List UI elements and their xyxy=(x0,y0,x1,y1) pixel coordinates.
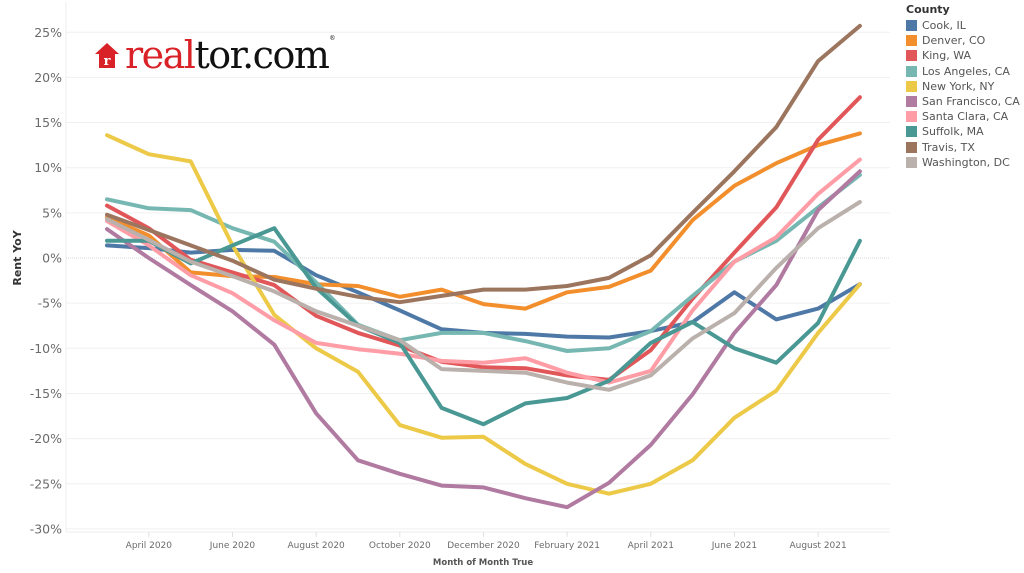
legend-label: New York, NY xyxy=(922,79,995,93)
legend-title: County xyxy=(906,3,950,16)
legend-label: Santa Clara, CA xyxy=(922,110,1009,124)
y-axis-ticks: 25% 20% 15% 10% 5% 0% -5% -10% -15% -20% -25% -30% xyxy=(30,25,62,537)
y-tick-label: 10% xyxy=(34,160,62,175)
logo-registered-mark: ® xyxy=(329,35,335,42)
series-line-los-angeles-ca[interactable] xyxy=(105,172,862,353)
y-tick-label: -25% xyxy=(30,476,62,491)
gridlines xyxy=(65,2,890,533)
y-tick-label: -5% xyxy=(38,296,62,311)
x-tick-label: June 2020 xyxy=(209,541,256,551)
x-tick-label: February 2021 xyxy=(534,541,600,551)
legend-label: Suffolk, MA xyxy=(922,125,984,139)
legend-item[interactable]: King, WA xyxy=(906,48,1020,63)
x-axis-title: Month of Month True xyxy=(433,558,533,568)
legend-swatch-icon xyxy=(906,65,917,77)
series-line-suffolk-ma[interactable] xyxy=(105,226,862,427)
y-tick-label: 15% xyxy=(34,115,62,130)
series-line-san-francisco-ca[interactable] xyxy=(105,169,862,510)
y-tick-label: 5% xyxy=(42,205,62,220)
legend-label: Travis, TX xyxy=(922,140,975,154)
x-tick-label: August 2021 xyxy=(789,541,846,551)
series-line-santa-clara-ca[interactable] xyxy=(105,157,862,385)
legend-label: Los Angeles, CA xyxy=(922,64,1010,78)
y-tick-label: -30% xyxy=(30,521,62,536)
legend-swatch-icon xyxy=(906,96,917,108)
x-tick-label: April 2021 xyxy=(628,541,674,551)
y-tick-label: 25% xyxy=(34,25,62,40)
series-line-king-wa[interactable] xyxy=(105,95,862,382)
house-r-icon: r xyxy=(95,43,119,69)
y-tick-label: 20% xyxy=(34,70,62,85)
legend-swatch-icon xyxy=(906,141,917,153)
legend-item[interactable]: San Francisco, CA xyxy=(906,94,1020,109)
legend-label: San Francisco, CA xyxy=(922,95,1020,109)
y-tick-label: 0% xyxy=(42,251,62,266)
y-tick-label: -15% xyxy=(30,386,62,401)
legend-item[interactable]: Travis, TX xyxy=(906,140,1020,155)
y-axis-title: Rent YoY xyxy=(11,229,24,285)
realtor-logo: r realtor.com® xyxy=(94,33,335,77)
y-tick-label: -10% xyxy=(30,341,62,356)
legend-label: Washington, DC xyxy=(922,155,1010,169)
series-lines xyxy=(105,23,862,510)
series-line-travis-tx[interactable] xyxy=(105,23,862,305)
logo-text-black: tor.com xyxy=(194,33,329,77)
x-tick-label: April 2020 xyxy=(126,541,173,551)
logo-text-red: real xyxy=(125,33,196,77)
legend-item[interactable]: Cook, IL xyxy=(906,18,1020,33)
legend-item[interactable]: Suffolk, MA xyxy=(906,124,1020,139)
legend-swatch-icon xyxy=(906,156,917,168)
x-tick-label: August 2020 xyxy=(288,541,346,551)
x-tick-label: June 2021 xyxy=(711,541,757,551)
legend-items: Cook, IL Denver, CO King, WA Los Angeles, C… xyxy=(906,18,1020,170)
legend-swatch-icon xyxy=(906,126,917,138)
legend-swatch-icon xyxy=(906,35,917,47)
legend-label: Cook, IL xyxy=(922,19,966,33)
legend-swatch-icon xyxy=(906,20,917,32)
legend-item[interactable]: Washington, DC xyxy=(906,155,1020,170)
legend-item[interactable]: Santa Clara, CA xyxy=(906,109,1020,124)
series-line-new-york-ny[interactable] xyxy=(105,133,862,496)
legend-item[interactable]: Denver, CO xyxy=(906,33,1020,48)
legend-item[interactable]: Los Angeles, CA xyxy=(906,64,1020,79)
legend-swatch-icon xyxy=(906,111,917,123)
legend: County Cook, IL Denver, CO King, WA Los Ang… xyxy=(906,3,1020,170)
legend-label: King, WA xyxy=(922,49,972,63)
x-tick-label: December 2020 xyxy=(447,541,520,551)
x-tick-label: October 2020 xyxy=(369,541,431,551)
x-axis-ticks: April 2020 June 2020 August 2020 October 20… xyxy=(126,532,847,551)
series-line-washington-dc[interactable] xyxy=(105,200,862,392)
legend-swatch-icon xyxy=(906,80,917,92)
legend-item[interactable]: New York, NY xyxy=(906,79,1020,94)
legend-swatch-icon xyxy=(906,50,917,62)
legend-label: Denver, CO xyxy=(922,34,986,48)
svg-text:r: r xyxy=(104,54,111,69)
y-tick-label: -20% xyxy=(30,431,62,446)
